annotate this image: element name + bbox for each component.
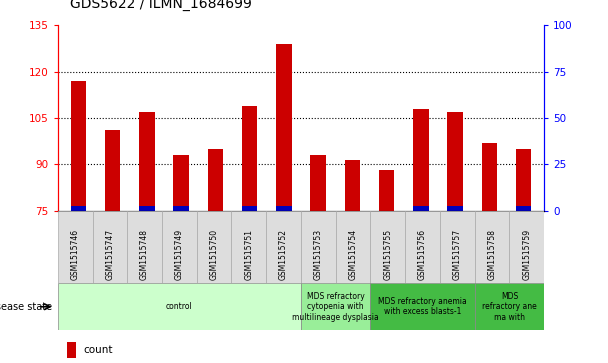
- Text: GSM1515746: GSM1515746: [71, 228, 80, 280]
- Bar: [447, 112, 463, 211]
- Bar: [440, 211, 475, 283]
- Bar: [139, 112, 154, 211]
- Bar: [370, 283, 475, 330]
- Bar: [242, 106, 257, 211]
- Text: GSM1515749: GSM1515749: [175, 228, 184, 280]
- Bar: [207, 149, 223, 211]
- Bar: [310, 155, 326, 211]
- Bar: [482, 143, 497, 211]
- Bar: [173, 206, 188, 211]
- Bar: [67, 342, 76, 359]
- Bar: [413, 206, 429, 211]
- Text: GSM1515755: GSM1515755: [383, 228, 392, 280]
- Bar: [197, 211, 232, 283]
- Bar: [516, 206, 531, 211]
- Bar: [139, 206, 154, 211]
- Bar: [516, 149, 531, 211]
- Bar: [370, 211, 405, 283]
- Text: GSM1515759: GSM1515759: [522, 228, 531, 280]
- Text: GSM1515753: GSM1515753: [314, 228, 323, 280]
- Bar: [232, 211, 266, 283]
- Bar: [475, 283, 544, 330]
- Bar: [510, 211, 544, 283]
- Bar: [71, 81, 86, 211]
- Bar: [301, 211, 336, 283]
- Bar: [71, 206, 86, 211]
- Bar: [58, 211, 92, 283]
- Bar: [345, 160, 360, 211]
- Bar: [475, 211, 510, 283]
- Bar: [276, 44, 292, 211]
- Text: count: count: [83, 345, 113, 355]
- Bar: [405, 211, 440, 283]
- Bar: [276, 206, 292, 211]
- Bar: [413, 109, 429, 211]
- Bar: [173, 155, 188, 211]
- Text: MDS refractory
cytopenia with
multilineage dysplasia: MDS refractory cytopenia with multilinea…: [292, 292, 379, 322]
- Bar: [447, 206, 463, 211]
- Bar: [242, 206, 257, 211]
- Bar: [266, 211, 301, 283]
- Bar: [379, 171, 395, 211]
- Bar: [58, 283, 301, 330]
- Bar: [92, 211, 127, 283]
- Text: control: control: [166, 302, 193, 311]
- Text: disease state: disease state: [0, 302, 52, 312]
- Text: GSM1515747: GSM1515747: [105, 228, 114, 280]
- Text: MDS
refractory ane
ma with: MDS refractory ane ma with: [482, 292, 537, 322]
- Text: GSM1515754: GSM1515754: [348, 228, 358, 280]
- Text: MDS refractory anemia
with excess blasts-1: MDS refractory anemia with excess blasts…: [378, 297, 467, 317]
- Text: GDS5622 / ILMN_1684699: GDS5622 / ILMN_1684699: [70, 0, 252, 11]
- Text: GSM1515751: GSM1515751: [244, 229, 254, 280]
- Bar: [162, 211, 197, 283]
- Bar: [336, 211, 370, 283]
- Text: GSM1515757: GSM1515757: [453, 228, 462, 280]
- Text: GSM1515748: GSM1515748: [140, 229, 149, 280]
- Bar: [301, 283, 370, 330]
- Text: GSM1515756: GSM1515756: [418, 228, 427, 280]
- Bar: [105, 130, 120, 211]
- Text: GSM1515750: GSM1515750: [210, 228, 219, 280]
- Bar: [127, 211, 162, 283]
- Text: GSM1515758: GSM1515758: [488, 229, 497, 280]
- Text: GSM1515752: GSM1515752: [279, 229, 288, 280]
